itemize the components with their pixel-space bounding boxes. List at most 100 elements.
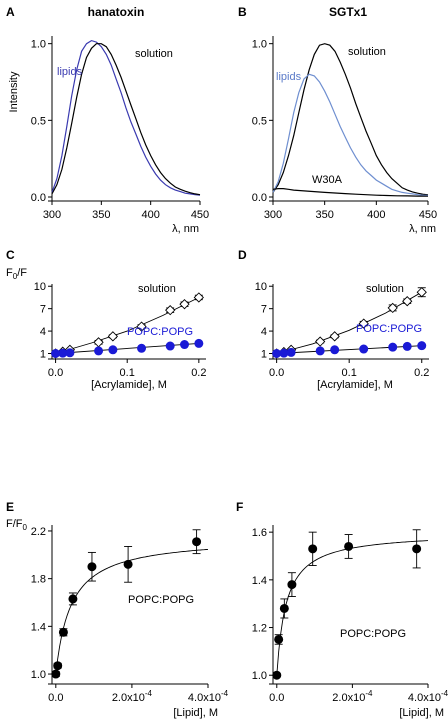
panel-c-ytick-label: 4 <box>40 326 46 338</box>
panel-f-ytick-label: 1.4 <box>252 575 267 587</box>
panel-b-xtick-label: 300 <box>264 209 282 221</box>
panel-b-xtick-label: 450 <box>419 209 437 221</box>
panel-b-ytick-label: 1.0 <box>252 39 267 51</box>
panel-c-xtick-label: 0.1 <box>120 367 135 379</box>
panel-b-ytick-label: 0.5 <box>252 115 267 127</box>
panel-b-solution-annotation: solution <box>348 46 386 58</box>
panel-c-point-solution <box>136 321 147 332</box>
panel-f-point-popc-popg <box>272 670 282 680</box>
panel-f-xlabel: [Lipid], M <box>399 707 444 719</box>
panel-e-point-popc-popg <box>192 537 202 547</box>
panel-b-w30a-annotation: W30A <box>312 174 343 186</box>
panel-e-ytick-label: 1.8 <box>31 574 46 586</box>
panel-b-series-w30a <box>272 188 429 197</box>
panel-d-quenching: 1 4 7 10 0.0 0.1 0.2 <box>255 281 430 379</box>
panel-c-xtick-label: 0.0 <box>48 367 63 379</box>
panel-a-series-solution <box>51 43 201 196</box>
panel-c-point-solution <box>179 299 190 310</box>
panel-c-fit-line <box>55 342 199 354</box>
panel-b-xtick-label: 350 <box>315 209 333 221</box>
panel-e-point-popc-popg <box>53 661 63 671</box>
panel-c-xlabel: [Acrylamide], M <box>91 379 167 391</box>
panel-d-ytick-label: 7 <box>261 304 267 316</box>
panel-d-point-solution <box>416 287 427 298</box>
panel-d-fit-line <box>276 345 422 354</box>
panel-letter-c: C <box>6 248 15 262</box>
panel-a-ytick-label: 1.0 <box>31 39 46 51</box>
panel-b-xlabel: λ, nm <box>409 223 436 235</box>
panel-d-point-popc-popg <box>279 348 289 358</box>
panel-c-ytick-label: 7 <box>40 304 46 316</box>
panel-letter-d: D <box>238 248 247 262</box>
panel-f-popc-annotation: POPC:POPG <box>340 628 406 640</box>
panel-e-xlabel: [Lipid], M <box>173 707 218 719</box>
panel-f-xtick-label: 2.0x10-4 <box>332 689 373 704</box>
panel-d-point-popc-popg <box>286 347 296 357</box>
panel-f-binding-fit <box>276 540 429 676</box>
panel-e-xtick-label: 4.0x10-4 <box>188 689 229 704</box>
panel-d-xlabel: [Acrylamide], M <box>317 379 393 391</box>
panel-b-lipids-annotation: lipids <box>276 71 302 83</box>
panel-e-point-popc-popg <box>68 594 78 604</box>
panel-b-series-lipids <box>272 73 429 197</box>
panel-d-point-solution <box>402 296 413 307</box>
panel-a-lipids-annotation: lipids <box>57 66 83 78</box>
panel-e-xtick-label: 0.0 <box>48 692 63 704</box>
panel-a-xtick-label: 400 <box>141 209 159 221</box>
panel-a-xtick-label: 450 <box>191 209 209 221</box>
panel-a-ytick-label: 0.0 <box>31 192 46 204</box>
panel-d-point-popc-popg <box>402 341 412 351</box>
panel-d-point-popc-popg <box>315 346 325 356</box>
panel-c-solution-annotation: solution <box>138 283 176 295</box>
panel-d-solution-annotation: solution <box>366 283 404 295</box>
panel-f-point-popc-popg <box>287 580 297 590</box>
panel-d-xtick-label: 0.0 <box>269 367 284 379</box>
panel-f-ytick-label: 1.0 <box>252 670 267 682</box>
panel-f-point-popc-popg <box>412 544 422 554</box>
panel-e-ytick-label: 1.0 <box>31 669 46 681</box>
panel-d-point-popc-popg <box>330 345 340 355</box>
panel-c-xtick-label: 0.2 <box>191 367 206 379</box>
panel-d-ytick-label: 1 <box>261 349 267 361</box>
panel-d-point-solution <box>358 318 369 329</box>
panel-c-ylabel: F0/F <box>6 267 27 281</box>
panel-b-spectra: 0.0 0.5 1.0 300 350 400 450 <box>252 36 437 221</box>
panel-d-ytick-label: 10 <box>255 281 267 293</box>
panel-d-popc-annotation: POPC:POPG <box>356 323 422 335</box>
panel-c-point-solution <box>107 331 119 342</box>
panel-e-binding: 1.0 1.4 1.8 2.2 0.0 2.0x10-4 4.0x10-4 <box>31 525 229 704</box>
panel-d-point-popc-popg <box>388 342 398 352</box>
panel-c-point-solution <box>193 292 204 303</box>
panel-letter-e: E <box>6 500 14 514</box>
panel-c-fit-line <box>55 297 200 354</box>
panel-d-fit-line <box>276 291 422 354</box>
panel-e-point-popc-popg <box>123 559 133 569</box>
panel-a-ylabel: Intensity <box>8 71 20 112</box>
panel-c-point-popc-popg <box>65 348 75 358</box>
panel-a-spectra: 0.0 0.5 1.0 300 350 400 450 <box>31 36 209 221</box>
panel-b-xtick-label: 400 <box>367 209 385 221</box>
panel-e-ytick-label: 1.4 <box>31 621 46 633</box>
panel-a-xlabel: λ, nm <box>172 223 199 235</box>
panel-b-ytick-label: 0.0 <box>252 192 267 204</box>
panel-c-point-popc-popg <box>94 346 104 356</box>
panel-f-ytick-label: 1.6 <box>252 527 267 539</box>
panel-d-xtick-label: 0.1 <box>342 367 357 379</box>
panel-e-point-popc-popg <box>87 562 97 572</box>
panel-f-point-popc-popg <box>344 541 354 551</box>
panel-c-point-popc-popg <box>180 340 190 350</box>
panel-f-xtick-label: 0.0 <box>269 692 284 704</box>
panel-a-ytick-label: 0.5 <box>31 115 46 127</box>
panel-d-point-popc-popg <box>417 341 427 351</box>
panel-b-title: SGTx1 <box>329 5 367 19</box>
panel-a-xtick-label: 350 <box>92 209 110 221</box>
panel-letter-a: A <box>6 5 15 19</box>
panel-e-xtick-label: 2.0x10-4 <box>112 689 153 704</box>
panel-f-xtick-label: 4.0x10-4 <box>408 689 448 704</box>
panel-letter-f: F <box>236 500 243 514</box>
panel-f-binding: 1.0 1.2 1.4 1.6 0.0 2.0x10-4 4.0x10-4 <box>252 525 448 704</box>
panel-f-point-popc-popg <box>274 634 284 644</box>
panel-c-point-popc-popg <box>194 338 204 348</box>
panel-a-solution-annotation: solution <box>135 48 173 60</box>
